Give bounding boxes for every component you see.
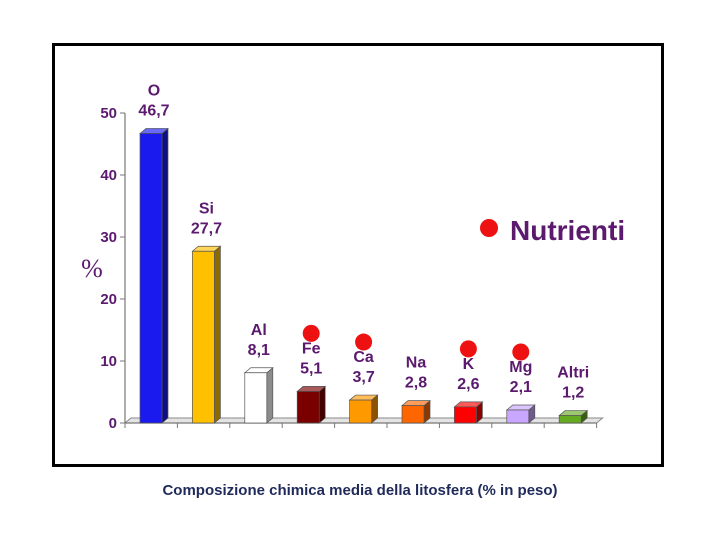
category-label: K (463, 356, 475, 373)
bar-side (266, 367, 274, 424)
category-label: Al (251, 322, 267, 339)
value-label: 2,8 (405, 375, 427, 392)
bar-side (161, 127, 169, 424)
bar-o (139, 133, 163, 424)
nutrient-marker (459, 340, 477, 358)
value-label: 27,7 (191, 220, 222, 237)
bar-side (318, 385, 326, 424)
nutrient-marker (302, 324, 320, 342)
legend-marker (480, 219, 498, 237)
y-tick-label: 40 (100, 167, 117, 184)
bar-fe (296, 391, 320, 424)
chart-legend: Nutrienti (480, 215, 625, 246)
category-label: Si (199, 200, 214, 217)
value-label: 8,1 (248, 342, 270, 359)
category-label: Mg (509, 359, 532, 376)
bar-si (192, 250, 215, 424)
category-label: Fe (302, 340, 321, 357)
bar-side (214, 245, 221, 424)
category-label: Ca (353, 349, 374, 366)
y-tick-label: 10 (100, 353, 117, 370)
chart-bars (139, 127, 589, 424)
value-label: 2,6 (457, 376, 479, 393)
category-label: Altri (557, 365, 589, 382)
y-tick-label: 0 (109, 415, 117, 432)
y-tick-label: 50 (100, 105, 117, 122)
y-axis-label: % (81, 254, 103, 283)
nutrient-marker (355, 333, 373, 351)
category-label: O (148, 82, 160, 99)
value-label: 3,7 (352, 369, 374, 386)
category-label: Na (406, 355, 427, 372)
value-label: 5,1 (300, 360, 322, 377)
nutrient-marker (512, 343, 530, 361)
bar-k (454, 406, 477, 424)
bar-altri (558, 415, 582, 424)
value-label: 2,1 (510, 379, 532, 396)
y-tick-label: 30 (100, 229, 117, 246)
value-label: 46,7 (138, 102, 169, 119)
y-tick-label: 20 (100, 291, 117, 308)
bar-mg (506, 409, 530, 424)
value-label: 1,2 (562, 385, 584, 402)
chart-caption: Composizione chimica media della litosfe… (162, 482, 558, 499)
legend-label: Nutrienti (510, 215, 625, 246)
chart-labels: O 46,7 Si 27,7 Al 8,1 Fe 5,1 Ca 3,7 Na 2,8 K 2,6 Mg 2,1… (138, 82, 589, 401)
bar-na (401, 405, 425, 424)
bar-ca (349, 399, 372, 424)
bar-al (244, 372, 268, 424)
